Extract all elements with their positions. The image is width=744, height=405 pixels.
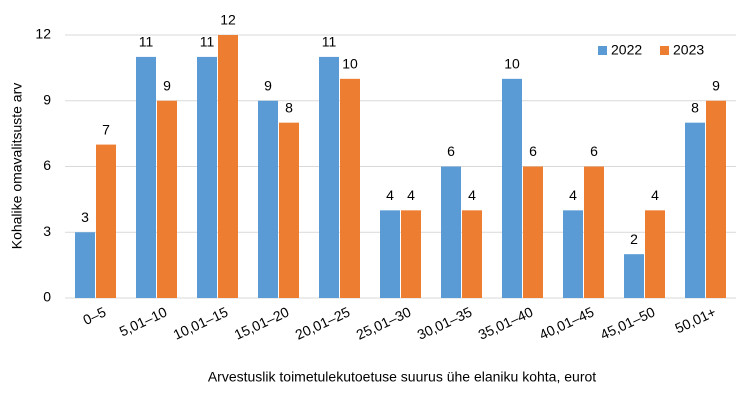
value-label: 9 bbox=[264, 77, 272, 93]
bar bbox=[401, 210, 421, 298]
value-label: 7 bbox=[102, 121, 110, 137]
bar bbox=[197, 56, 217, 298]
x-tick-label: 10,01–15 bbox=[171, 303, 231, 342]
y-axis-title: Kohalike omavalitsuste arv bbox=[9, 83, 25, 250]
bar bbox=[502, 78, 522, 298]
bar bbox=[279, 122, 299, 299]
x-tick-label: 45,01–50 bbox=[598, 303, 658, 342]
bar bbox=[380, 210, 400, 298]
bar bbox=[218, 35, 238, 298]
bar bbox=[258, 100, 278, 298]
bar bbox=[157, 100, 177, 298]
x-tick-label: 30,01–35 bbox=[415, 303, 475, 342]
x-tick-label: 40,01–45 bbox=[537, 303, 597, 342]
value-label: 6 bbox=[590, 143, 598, 159]
value-label: 4 bbox=[386, 187, 394, 203]
x-axis-title: Arvestuslik toimetulekutoetuse suurus üh… bbox=[208, 369, 596, 385]
value-label: 12 bbox=[220, 12, 236, 28]
bar bbox=[523, 166, 543, 298]
value-label: 11 bbox=[139, 34, 154, 50]
bar bbox=[645, 210, 665, 298]
x-tick-label: 15,01–20 bbox=[232, 303, 292, 342]
x-tick-label: 5,01–10 bbox=[117, 303, 170, 339]
legend-label: 2022 bbox=[611, 42, 642, 58]
value-label: 4 bbox=[651, 187, 659, 203]
bar bbox=[136, 56, 156, 298]
value-label: 11 bbox=[200, 34, 215, 50]
value-label: 10 bbox=[342, 56, 358, 72]
bar bbox=[75, 232, 95, 298]
value-label: 2 bbox=[630, 231, 638, 247]
y-tick-label: 0 bbox=[43, 289, 51, 305]
legend-swatch bbox=[660, 46, 669, 55]
value-label: 6 bbox=[447, 143, 455, 159]
x-tick-label: 0–5 bbox=[80, 303, 108, 327]
value-label: 4 bbox=[468, 187, 476, 203]
bar bbox=[96, 144, 116, 298]
bar bbox=[685, 122, 705, 299]
value-label: 11 bbox=[322, 34, 337, 50]
x-tick-label: 25,01–30 bbox=[354, 303, 414, 342]
bar bbox=[624, 254, 644, 298]
value-label: 6 bbox=[529, 143, 537, 159]
value-label: 8 bbox=[285, 99, 293, 115]
value-label: 8 bbox=[691, 99, 699, 115]
y-tick-label: 3 bbox=[43, 223, 51, 239]
y-tick-label: 12 bbox=[35, 26, 51, 42]
value-label: 3 bbox=[81, 209, 89, 225]
y-tick-label: 6 bbox=[43, 157, 51, 173]
legend-label: 2023 bbox=[673, 42, 704, 58]
x-tick-label: 35,01–40 bbox=[476, 303, 536, 342]
value-label: 9 bbox=[712, 77, 720, 93]
y-tick-label: 9 bbox=[43, 91, 51, 107]
bar bbox=[563, 210, 583, 298]
x-tick-label: 50,01+ bbox=[672, 304, 718, 337]
value-label: 9 bbox=[163, 77, 171, 93]
value-label: 4 bbox=[569, 187, 577, 203]
x-tick-label: 20,01–25 bbox=[293, 303, 353, 342]
bar bbox=[441, 166, 461, 298]
value-label: 4 bbox=[407, 187, 415, 203]
bar bbox=[319, 56, 339, 298]
bar bbox=[340, 78, 360, 298]
bar bbox=[462, 210, 482, 298]
legend-swatch bbox=[598, 46, 607, 55]
value-label: 10 bbox=[504, 56, 520, 72]
bar bbox=[706, 100, 726, 298]
bar bbox=[584, 166, 604, 298]
